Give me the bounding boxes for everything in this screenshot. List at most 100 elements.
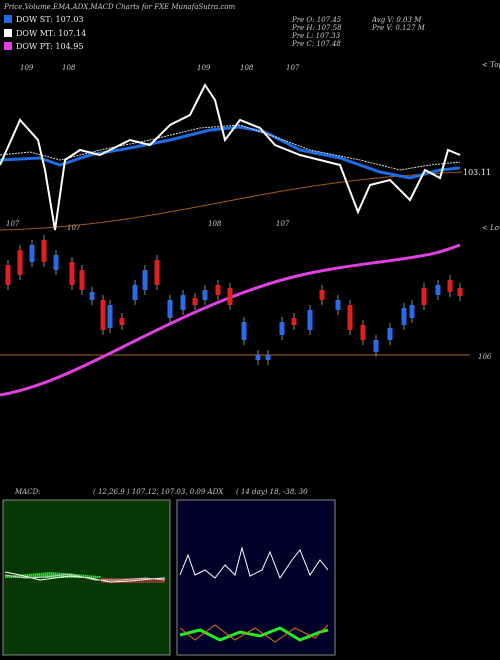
info: Pre L: 107.33 <box>291 32 341 40</box>
candle <box>291 318 297 325</box>
candle <box>167 300 173 318</box>
last-label: 103.11 <box>463 168 491 177</box>
candle <box>409 305 415 318</box>
histogram-bar <box>163 578 165 583</box>
candle <box>69 262 75 285</box>
candle <box>132 285 138 300</box>
top-mark: 108 <box>62 64 76 72</box>
histogram-bar <box>31 573 33 578</box>
top-mark: 109 <box>20 64 34 72</box>
histogram-bar <box>21 574 23 578</box>
candle <box>142 270 148 290</box>
candle <box>435 285 441 295</box>
histogram-bar <box>149 578 151 583</box>
histogram-bar <box>11 575 13 578</box>
candle <box>360 325 366 340</box>
legend-swatch <box>4 15 12 23</box>
histogram-bar <box>33 573 35 578</box>
candle <box>241 322 247 340</box>
macd-line <box>4 571 166 583</box>
candle <box>202 290 208 300</box>
histogram-bar <box>159 578 161 583</box>
histogram-bar <box>49 572 51 578</box>
info: Pre C: 107.48 <box>291 40 341 48</box>
adx-line <box>179 546 329 580</box>
histogram-bar <box>37 573 39 578</box>
histogram-bar <box>91 575 93 578</box>
histogram-bar <box>19 574 21 578</box>
histogram-bar <box>65 573 67 578</box>
histogram-bar <box>51 572 53 578</box>
low-mark: 107 <box>276 220 290 228</box>
candle <box>215 285 221 295</box>
adx-values: ( 14 day) 18, -38, 30 <box>236 488 308 496</box>
histogram-bar <box>153 578 155 583</box>
histogram-bar <box>39 572 41 578</box>
dow-pt <box>0 243 461 397</box>
histogram-bar <box>123 578 125 583</box>
legend-label: DOW PT: 104.95 <box>16 42 83 51</box>
low-mark: 107 <box>67 224 81 232</box>
histogram-bar <box>5 575 7 578</box>
histogram-bar <box>125 578 127 583</box>
dow-mt <box>0 124 461 171</box>
candle <box>447 280 453 292</box>
candle <box>17 250 23 275</box>
histogram-bar <box>87 575 89 578</box>
title: Price,Volume,EMA,ADX,MACD Charts for FXE… <box>3 3 235 11</box>
histogram-bar <box>97 575 99 578</box>
candle <box>457 288 463 296</box>
candle <box>387 328 393 340</box>
histogram-bar <box>89 575 91 578</box>
candle <box>192 298 198 305</box>
histogram-bar <box>141 578 143 583</box>
histogram-bar <box>81 574 83 578</box>
candle <box>319 290 325 300</box>
candle <box>227 288 233 305</box>
histogram-bar <box>63 573 65 578</box>
candle <box>41 240 47 262</box>
low-mark: 107 <box>6 220 20 228</box>
candle <box>79 270 85 290</box>
info: Avg V: 0.03 M <box>371 16 422 24</box>
histogram-bar <box>83 574 85 578</box>
legend-swatch <box>4 29 12 37</box>
candle <box>89 292 95 300</box>
histogram-bar <box>45 572 47 578</box>
histogram-bar <box>9 575 11 578</box>
histogram-bar <box>67 573 69 578</box>
histogram-bar <box>41 572 43 578</box>
candle <box>119 318 125 325</box>
candle <box>29 245 35 262</box>
histogram-bar <box>7 575 9 578</box>
histogram-bar <box>147 578 149 583</box>
candle <box>154 260 160 285</box>
macd-title: MACD: <box>14 488 41 496</box>
macd-values: ( 12,26,9 ) 107.12, 107.03, 0.09 ADX <box>93 488 224 496</box>
candle <box>373 340 379 352</box>
histogram-bar <box>151 578 153 583</box>
candle <box>421 288 427 305</box>
candle <box>255 355 261 360</box>
histogram-bar <box>47 572 49 578</box>
candle <box>347 305 353 330</box>
histogram-bar <box>99 576 101 578</box>
histogram-bar <box>129 578 131 583</box>
histogram-bar <box>93 575 95 578</box>
di-minus <box>179 624 329 643</box>
low-mark: 108 <box>208 220 222 228</box>
signal-line <box>4 573 166 581</box>
candle <box>180 295 186 310</box>
histogram-bar <box>95 575 97 578</box>
candle <box>5 265 11 285</box>
price-line <box>0 83 461 231</box>
info: Pre V: 0.127 M <box>371 24 426 32</box>
histogram-bar <box>121 578 123 583</box>
histogram-bar <box>35 573 37 578</box>
histogram-bar <box>75 574 77 578</box>
dow-st <box>0 125 461 180</box>
histogram-bar <box>127 578 129 583</box>
histogram-bar <box>43 572 45 578</box>
